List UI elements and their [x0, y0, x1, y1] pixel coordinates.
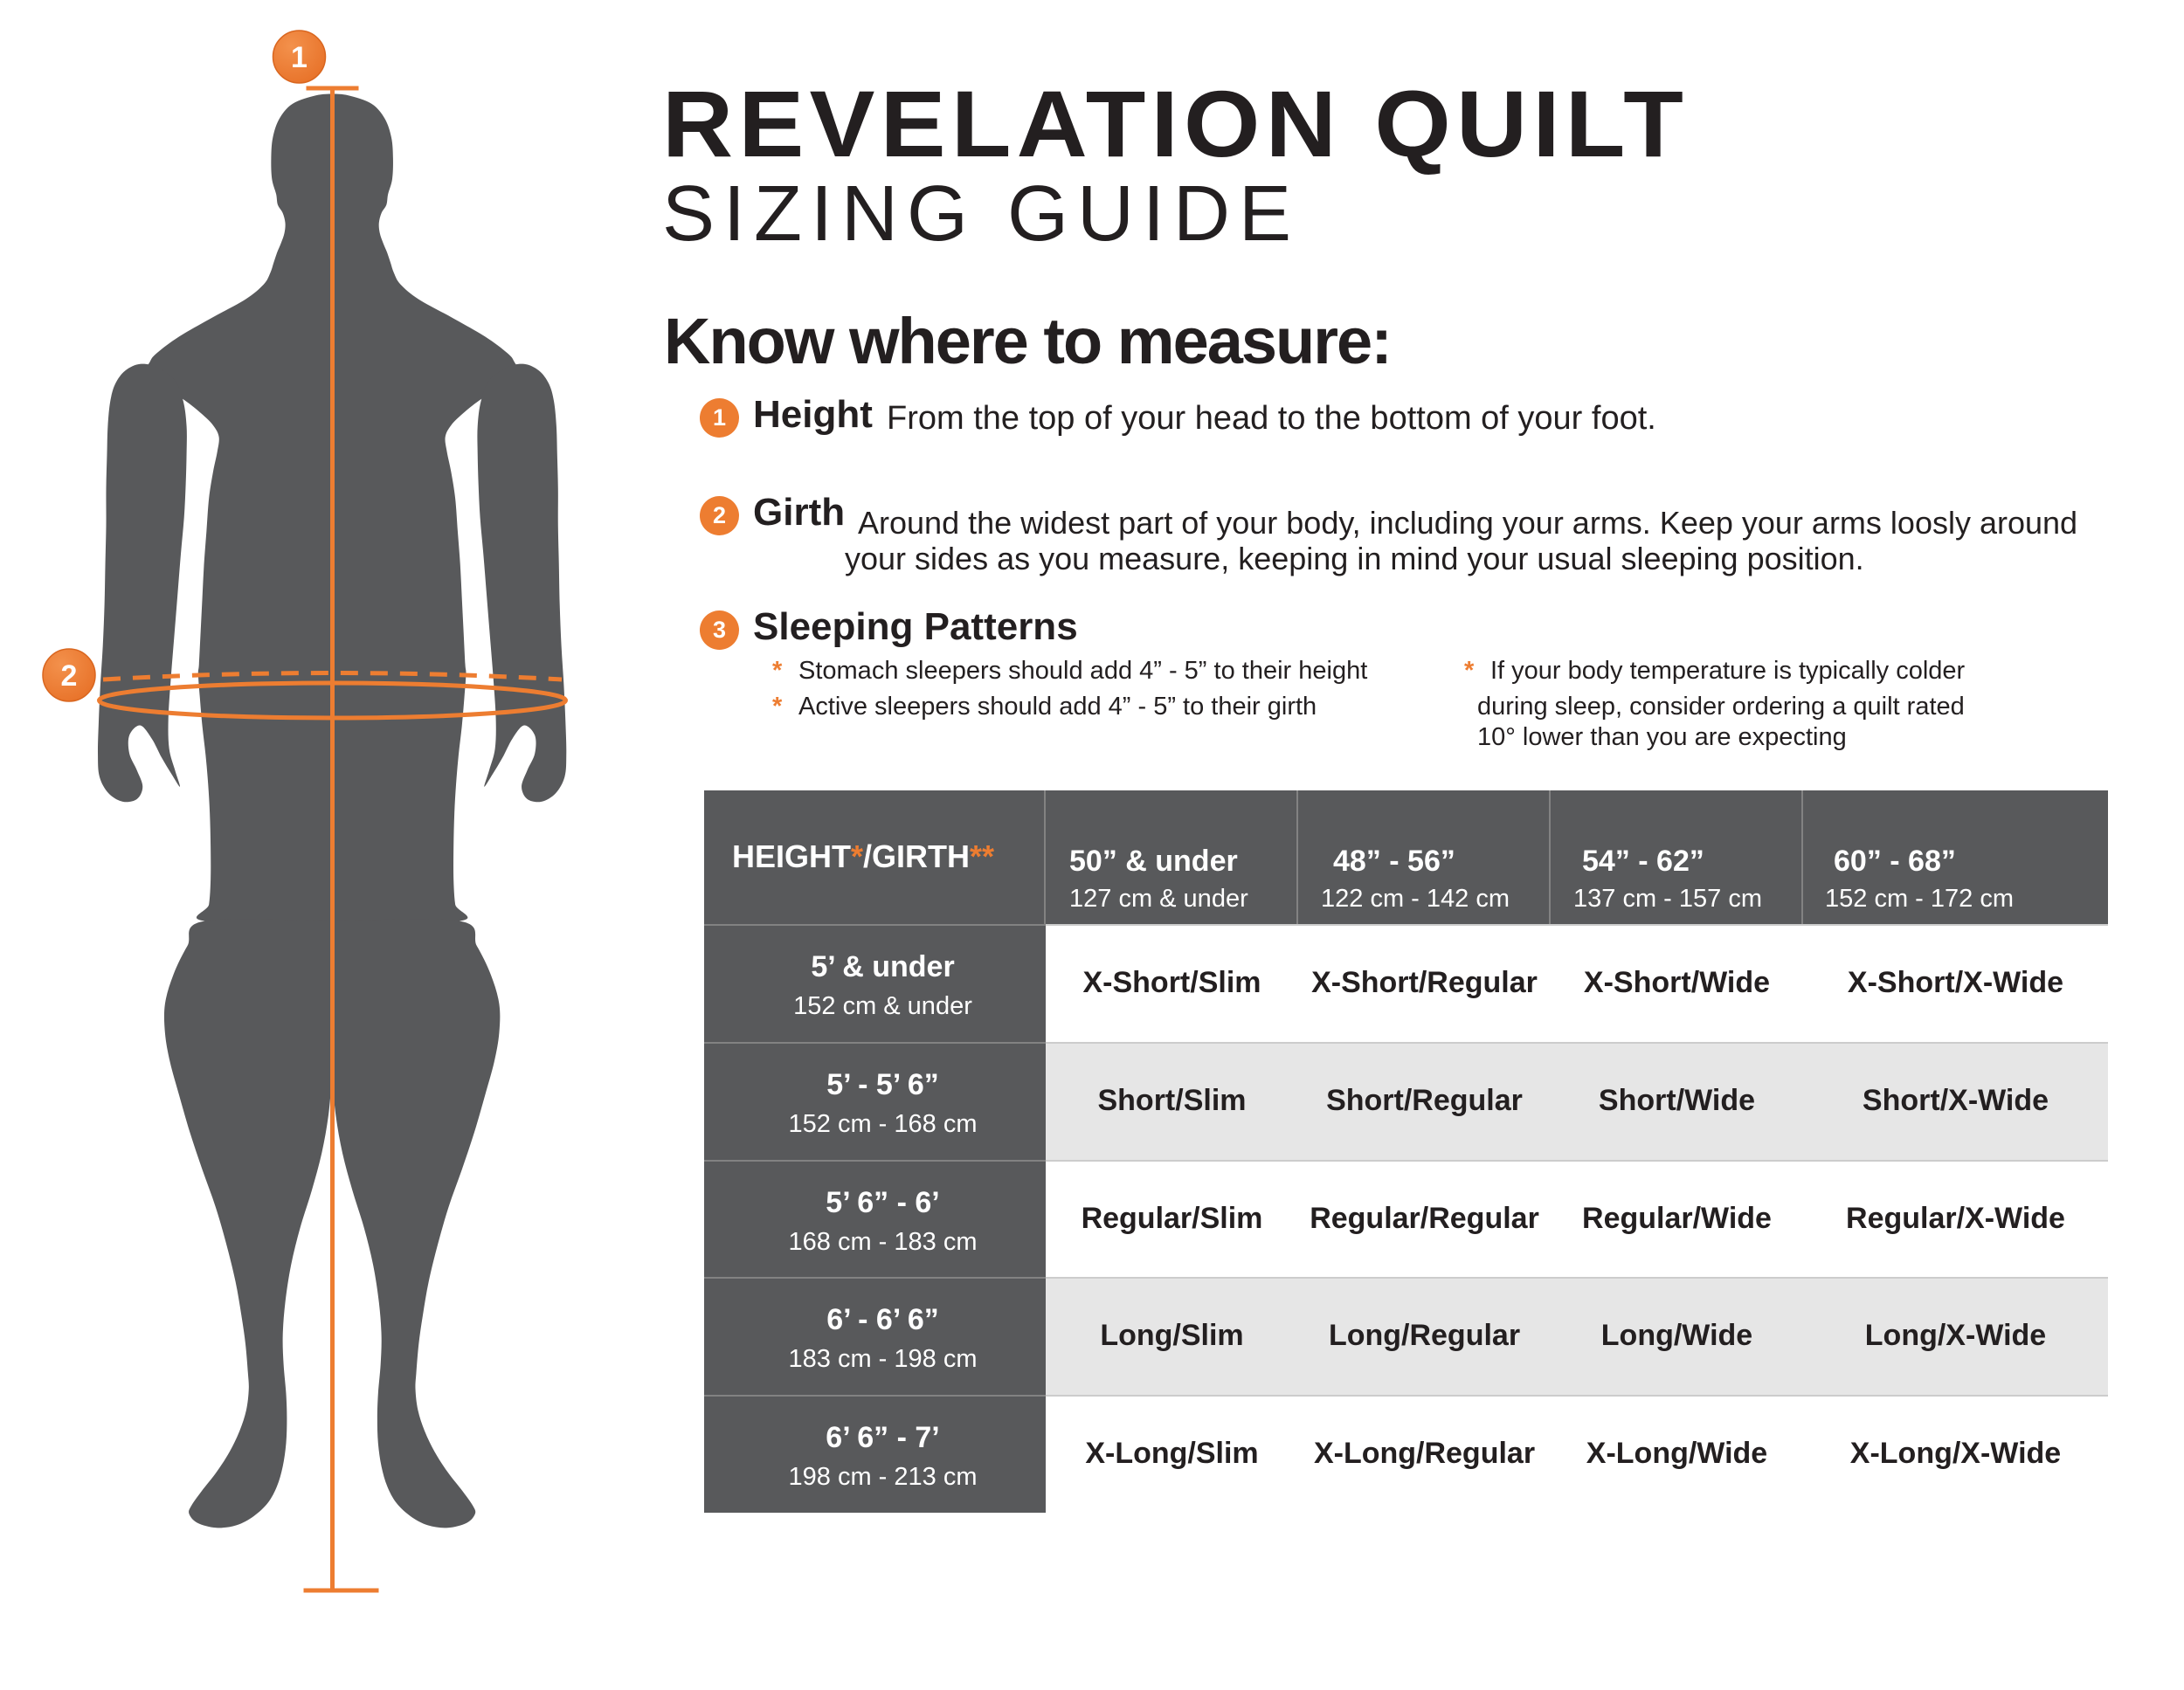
svg-text:1: 1	[291, 41, 308, 74]
svg-text:2: 2	[61, 659, 78, 693]
